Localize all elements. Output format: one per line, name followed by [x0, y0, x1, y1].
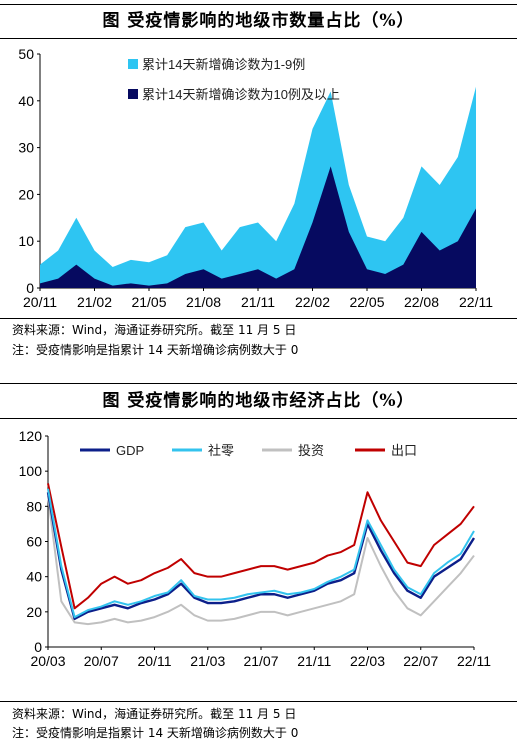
chart2-x-tick-label: 21/03: [190, 653, 225, 669]
chart2-source: 资料来源：Wind，海通证券研究所。截至 11 月 5 日: [12, 707, 297, 721]
chart1-source: 资料来源：Wind，海通证券研究所。截至 11 月 5 日: [12, 323, 297, 337]
chart1-x-tick-label: 20/11: [23, 294, 57, 310]
chart1-x-tick-label: 21/11: [241, 294, 275, 310]
chart2-legend-label-出口: 出口: [391, 443, 417, 458]
chart1-x-tick-label: 22/02: [295, 294, 330, 310]
chart2-legend-label-投资: 投资: [298, 443, 324, 458]
chart2-line-投资: [47, 495, 475, 626]
chart2-x-tick-label: 21/11: [297, 653, 331, 669]
chart2-legend-label-社零: 社零: [208, 443, 234, 458]
chart2-y-tick-label: 20: [26, 604, 42, 620]
chart2-y-tick-label: 40: [26, 569, 42, 585]
chart1-y-tick-label: 40: [18, 93, 34, 109]
chart2-line-chart: 0 20 40 60 80 100 120 20/03 20/07 20/11 21/03 21/07…: [19, 428, 492, 669]
chart2-y-tick-label: 80: [26, 498, 42, 514]
chart2-x-tick-label: 20/03: [30, 653, 65, 669]
chart1-y-tick-label: 30: [18, 140, 34, 156]
chart1-area-series-10plus: [40, 166, 476, 288]
chart2-bottom-rule: [0, 701, 517, 702]
chart2-x-tick-label: 22/07: [403, 653, 438, 669]
chart1-area-series-1-9: [40, 86, 476, 288]
chart2-legend-label-GDP: GDP: [116, 443, 144, 458]
chart2-note: 注：受疫情影响是指累计 14 天新增确诊病例数大于 0: [12, 726, 299, 740]
chart2-y-tick-label: 0: [34, 639, 42, 655]
chart1-title: 图 受疫情影响的地级市数量占比（%）: [102, 11, 415, 31]
chart1-bottom-rule: [0, 318, 517, 319]
chart2-line-出口: [47, 483, 475, 610]
chart1-y-tick-label: 0: [26, 280, 34, 296]
chart2-x-tick-label: 20/11: [138, 653, 172, 669]
chart2-x-tick-label: 20/07: [84, 653, 119, 669]
chart2-y-tick-label: 120: [19, 428, 43, 444]
chart1-x-tick-label: 22/11: [459, 294, 493, 310]
chart2-line-社零: [47, 488, 475, 619]
chart1-x-tick-label: 21/08: [186, 294, 221, 310]
chart1-x-tick-label: 22/08: [404, 294, 439, 310]
chart1-x-tick-label: 22/05: [349, 294, 384, 310]
chart1-y-tick-label: 20: [18, 186, 34, 202]
chart1-legend-swatch-1: [128, 59, 138, 69]
chart2-y-tick-label: 60: [26, 534, 42, 550]
title-rule: [0, 38, 517, 39]
chart1-legend-swatch-2: [128, 89, 138, 99]
chart2-x-tick-label: 22/03: [350, 653, 385, 669]
top-rule: [0, 4, 517, 5]
chart2-x-tick-label: 22/11: [457, 653, 491, 669]
chart2-line-GDP: [46, 492, 476, 621]
chart2-title: 图 受疫情影响的地级市经济占比（%）: [102, 391, 415, 411]
chart2-x-tick-label: 21/07: [243, 653, 278, 669]
chart1-x-tick-label: 21/05: [131, 294, 166, 310]
chart1-y-tick-label: 50: [18, 46, 34, 62]
chart2-y-tick-label: 100: [19, 463, 43, 479]
chart1-y-tick-label: 10: [18, 233, 34, 249]
title-rule-2: [0, 418, 517, 419]
chart1-note: 注：受疫情影响是指累计 14 天新增确诊病例数大于 0: [12, 343, 299, 357]
chart1-area-chart: 0 10 20 30 40 50 20/11 21/02 21/05 21/08 21/11 22/0…: [18, 46, 493, 310]
chart1-legend-label-2: 累计14天新增确诊数为10例及以上: [142, 87, 340, 102]
chart1-x-tick-label: 21/02: [77, 294, 112, 310]
chart1-legend-label-1: 累计14天新增确诊数为1-9例: [142, 57, 305, 72]
top-rule-2: [0, 383, 517, 384]
